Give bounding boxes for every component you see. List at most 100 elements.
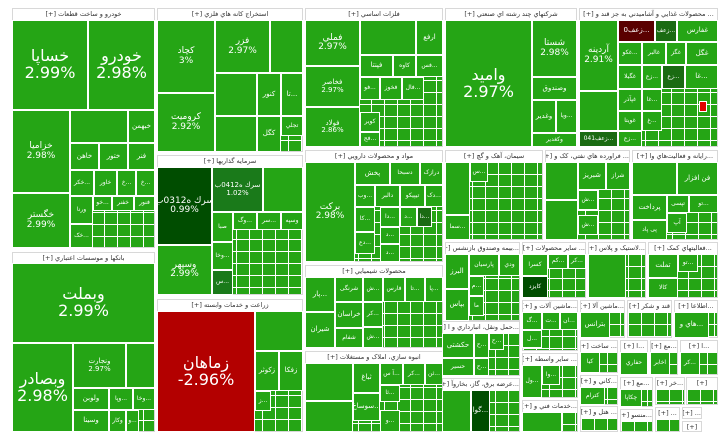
stock-tile[interactable]: چکاپا xyxy=(620,389,642,407)
stock-tile[interactable]: ...وا xyxy=(542,365,560,385)
stock-tile[interactable]: ...خ xyxy=(136,170,155,196)
stock-tile[interactable]: ...سما xyxy=(445,215,470,240)
stock-tile[interactable] xyxy=(579,91,618,131)
stock-tile[interactable]: درازک xyxy=(420,162,443,185)
sector-header-expand[interactable]: ... [+] xyxy=(683,408,701,417)
stock-tile[interactable]: ...ویا xyxy=(556,100,577,133)
stock-tile[interactable]: ...آ س xyxy=(380,363,403,385)
stock-tile[interactable] xyxy=(215,73,257,116)
sector-header-expand[interactable]: [+] xyxy=(683,422,701,431)
stock-tile[interactable]: حسیر xyxy=(442,358,474,376)
stock-tile[interactable]: ...گوا xyxy=(471,390,490,432)
stock-tile[interactable]: تیپیکو xyxy=(400,185,425,207)
stock-tile[interactable]: ...گ xyxy=(522,312,542,330)
sector-header-expand[interactable]: ...لاستيک و پلاس [+] xyxy=(589,243,645,254)
stock-tile[interactable]: سرك ه0312ب0.99% xyxy=(157,167,212,245)
sector-header-expand[interactable]: ...رايانه و فعاليت‌هاي وا [+] xyxy=(633,151,717,162)
sector-header-expand[interactable]: زراعت و خدمات وابسته [+] xyxy=(158,300,302,311)
stock-tile[interactable]: ...ز xyxy=(255,391,271,411)
stock-tile[interactable]: ...زعف0 xyxy=(618,20,655,42)
stock-tile[interactable]: ...زعف xyxy=(655,20,677,42)
stock-tile[interactable]: وبصادر 2.98% xyxy=(12,343,73,432)
stock-tile[interactable]: خراسان xyxy=(335,302,363,328)
stock-tile[interactable]: فزر 2.97% xyxy=(215,20,270,73)
stock-tile[interactable]: زماهان -2.96% xyxy=(157,311,255,432)
stock-tile[interactable]: تجلي xyxy=(281,116,303,136)
stock-tile[interactable]: دالبر xyxy=(375,185,400,207)
stock-tile[interactable]: ...ح xyxy=(474,358,489,376)
stock-tile[interactable] xyxy=(545,200,578,240)
stock-tile[interactable]: غگیلا xyxy=(618,65,642,89)
stock-tile[interactable] xyxy=(263,167,303,212)
stock-tile[interactable]: وکغدیر xyxy=(532,133,577,147)
stock-tile[interactable] xyxy=(70,110,128,143)
stock-tile[interactable]: ورنا xyxy=(70,196,93,224)
stock-tile[interactable]: تملت xyxy=(648,254,678,278)
stock-tile[interactable]: حکشتی xyxy=(442,333,474,358)
stock-tile[interactable]: ...وگ xyxy=(233,212,257,230)
stock-tile[interactable]: وامید 2.97% xyxy=(445,20,532,147)
stock-tile[interactable]: برکت 2.98% xyxy=(305,162,355,262)
stock-tile[interactable]: کایزد xyxy=(522,276,548,298)
stock-tile[interactable] xyxy=(445,162,470,215)
stock-tile[interactable]: ...زع xyxy=(642,65,662,89)
stock-tile[interactable]: خگستر 2.99% xyxy=(12,193,70,248)
stock-tile[interactable]: ...ش xyxy=(578,215,598,235)
stock-tile[interactable]: ...سر xyxy=(257,212,281,230)
stock-tile[interactable] xyxy=(588,254,626,298)
stock-tile[interactable]: غفارس xyxy=(677,20,718,42)
sector-header-expand[interactable]: قند و شکر [+] xyxy=(628,301,671,312)
stock-tile[interactable]: ...زع xyxy=(662,65,685,89)
stock-tile[interactable] xyxy=(305,363,353,401)
sector-header-expand[interactable]: ... ساخت [+] xyxy=(581,341,617,352)
stock-tile[interactable]: البرز xyxy=(445,254,469,289)
stock-tile[interactable]: وسپه xyxy=(281,212,303,230)
sector-header-expand[interactable]: ...خر [+] xyxy=(656,378,684,389)
sector-header-expand[interactable]: ... ساير واسطه [+] xyxy=(523,354,577,365)
stock-tile[interactable]: غویتا xyxy=(618,111,642,131)
stock-tile[interactable]: آپ xyxy=(667,213,687,233)
stock-tile[interactable]: ...هاي و xyxy=(674,312,709,338)
stock-tile[interactable]: ...غا xyxy=(642,89,662,111)
stock-tile[interactable]: ...ش xyxy=(578,190,598,210)
stock-tile[interactable]: تپسی xyxy=(667,195,689,213)
stock-tile[interactable]: خودرو 2.98% xyxy=(88,20,155,110)
stock-tile[interactable]: ونجارت 2.97% xyxy=(73,343,126,388)
stock-tile[interactable]: ...دک xyxy=(425,185,443,207)
stock-tile[interactable]: ...و xyxy=(126,410,139,432)
sector-header-expand[interactable]: شرکتهاي چند رشته اي صنعتي [+] xyxy=(446,9,576,20)
stock-tile[interactable]: ...دع xyxy=(355,232,375,254)
sector-header-expand[interactable]: ...حمل ونقل، انبارداري و ا [+] xyxy=(443,322,519,333)
stock-tile[interactable]: ...تا xyxy=(281,73,303,116)
stock-tile[interactable]: ...ح xyxy=(489,333,504,350)
stock-tile[interactable]: فولاد 2.86% xyxy=(305,107,360,147)
stock-tile[interactable]: شبریز xyxy=(578,162,606,190)
sector-header-expand[interactable]: ...ماشين آلات و [+] xyxy=(523,301,577,312)
stock-tile[interactable]: خساپا 2.99% xyxy=(12,20,88,110)
stock-tile[interactable]: خاور xyxy=(94,170,117,196)
stock-tile[interactable]: وصندوق xyxy=(532,77,577,100)
stock-tile[interactable]: کویر xyxy=(360,112,380,132)
sector-header-expand[interactable]: ...خدمات فني و [+] xyxy=(523,401,577,412)
stock-tile[interactable]: ...خک xyxy=(70,224,93,248)
stock-tile[interactable]: غگز xyxy=(666,42,686,65)
stock-tile[interactable]: غپآذر xyxy=(618,89,642,111)
stock-tile[interactable]: ...ت xyxy=(542,312,560,330)
sector-header-expand[interactable]: ...ا [+] xyxy=(621,341,647,352)
stock-tile[interactable] xyxy=(360,20,416,55)
stock-tile[interactable]: بترانس xyxy=(580,312,610,338)
sector-header-expand[interactable]: مواد و محصولات دارويي [+] xyxy=(306,151,442,162)
stock-tile[interactable] xyxy=(699,101,707,112)
stock-tile[interactable]: کالا xyxy=(648,278,678,298)
stock-tile[interactable] xyxy=(255,311,303,351)
stock-tile[interactable]: پرداخت xyxy=(632,195,667,220)
sector-header-expand[interactable]: بانکها و موسسات اعتباري [+] xyxy=(13,253,154,264)
stock-tile[interactable]: خبهمن xyxy=(128,110,155,143)
stock-tile[interactable]: ...کم xyxy=(548,254,568,269)
sector-header-expand[interactable]: ... هتل و [+] xyxy=(581,407,617,418)
stock-tile[interactable]: ...کا xyxy=(355,207,375,232)
stock-tile[interactable]: ...و xyxy=(380,410,400,432)
stock-tile[interactable]: ...سوساخ xyxy=(353,393,380,421)
stock-tile[interactable]: فملي 2.97% xyxy=(305,20,360,66)
stock-tile[interactable]: خاهن xyxy=(70,143,99,170)
